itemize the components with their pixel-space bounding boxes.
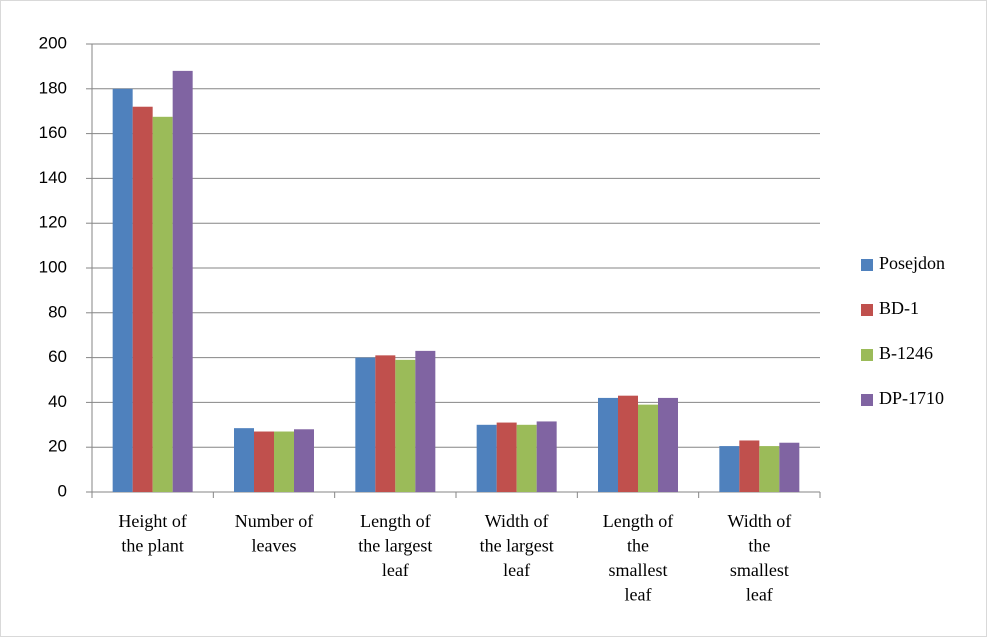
x-tick-label: smallest bbox=[609, 560, 668, 580]
legend-label: BD-1 bbox=[879, 298, 919, 318]
legend-swatch bbox=[861, 259, 873, 271]
y-tick-label: 160 bbox=[39, 123, 67, 142]
x-tick-label: leaf bbox=[503, 560, 530, 580]
bar bbox=[395, 359, 416, 492]
bar bbox=[658, 397, 678, 492]
bar bbox=[355, 357, 376, 492]
legend-label: Posejdon bbox=[879, 253, 945, 273]
legend-swatch bbox=[861, 349, 873, 361]
y-tick-label: 140 bbox=[39, 168, 67, 187]
x-tick-label: Length of bbox=[360, 511, 430, 531]
bar bbox=[132, 106, 153, 492]
x-tick-label: leaf bbox=[625, 585, 652, 605]
bar bbox=[516, 424, 537, 492]
bar bbox=[172, 70, 193, 492]
x-tick-label: leaf bbox=[382, 560, 409, 580]
bar bbox=[638, 404, 658, 492]
y-tick-label: 20 bbox=[48, 437, 67, 456]
bar bbox=[112, 88, 133, 493]
legend-label: B-1246 bbox=[879, 343, 933, 363]
bar bbox=[415, 350, 436, 492]
x-tick-label: the bbox=[627, 536, 649, 556]
x-tick-label: the bbox=[748, 536, 770, 556]
bar bbox=[618, 395, 638, 492]
bar bbox=[719, 446, 740, 492]
y-tick-label: 120 bbox=[39, 213, 67, 232]
y-tick-label: 100 bbox=[39, 257, 67, 276]
bar bbox=[779, 442, 800, 492]
x-tick-label: Width of bbox=[485, 511, 549, 531]
bar bbox=[496, 422, 517, 492]
bar bbox=[152, 116, 173, 493]
y-tick-label: 0 bbox=[58, 481, 67, 500]
legend-swatch bbox=[861, 394, 873, 406]
x-tick-label: smallest bbox=[730, 560, 789, 580]
x-tick-label: Number of bbox=[235, 511, 313, 531]
x-tick-label: the largest bbox=[358, 536, 432, 556]
bar bbox=[739, 440, 760, 492]
legend-label: DP-1710 bbox=[879, 388, 944, 408]
x-tick-label: Height of bbox=[118, 511, 186, 531]
x-tick-label: leaf bbox=[746, 585, 773, 605]
y-tick-label: 40 bbox=[48, 392, 67, 411]
bar bbox=[375, 355, 396, 492]
x-tick-label: the largest bbox=[480, 536, 554, 556]
bar bbox=[476, 424, 497, 492]
x-tick-label: Width of bbox=[727, 511, 791, 531]
bar bbox=[759, 446, 780, 492]
y-tick-label: 80 bbox=[48, 302, 67, 321]
x-tick-label: Length of bbox=[603, 511, 673, 531]
bar bbox=[598, 397, 618, 492]
legend-swatch bbox=[861, 304, 873, 316]
bar bbox=[234, 428, 254, 492]
x-tick-label: leaves bbox=[252, 536, 297, 556]
bar bbox=[274, 431, 294, 492]
bar bbox=[254, 431, 274, 492]
bar bbox=[294, 429, 314, 492]
y-tick-label: 60 bbox=[48, 347, 67, 366]
bar bbox=[536, 421, 557, 492]
x-tick-label: the plant bbox=[121, 536, 183, 556]
y-tick-label: 200 bbox=[39, 33, 67, 52]
y-tick-label: 180 bbox=[39, 78, 67, 97]
